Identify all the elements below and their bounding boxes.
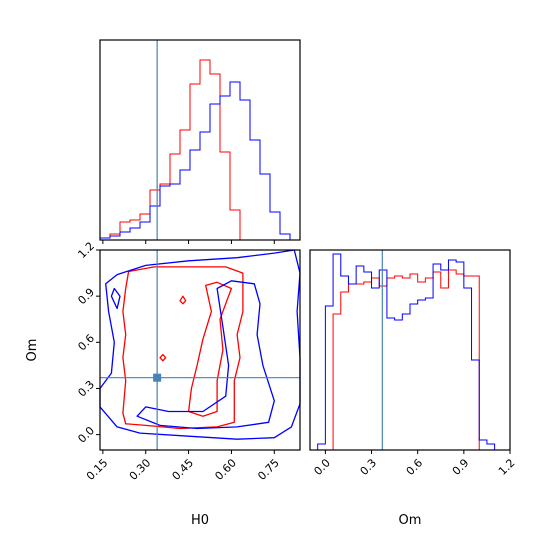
blue-contour-outer xyxy=(110,287,121,310)
x-tick-label: 0.9 xyxy=(450,456,472,478)
xlabel-om: Om xyxy=(399,513,422,528)
contour-frame xyxy=(99,249,301,451)
blue-histogram xyxy=(99,81,300,241)
y-tick-label: 1.2 xyxy=(75,239,97,261)
om-histogram-panel: 0.0 0.3 0.6 0.9 1.2 Om xyxy=(309,249,518,528)
om-histogram-frame xyxy=(309,249,511,451)
red-contour-inner xyxy=(159,353,167,362)
x-tick-label: 0.15 xyxy=(84,456,111,483)
red-contour-outer xyxy=(122,266,244,430)
y-tick-label: 0.6 xyxy=(75,332,97,354)
red-contour-inner xyxy=(187,281,233,417)
x-tick-label: 0.75 xyxy=(255,456,282,483)
truth-marker xyxy=(153,373,162,382)
x-tick-label: 0.3 xyxy=(358,456,380,478)
x-tick-label: 0.0 xyxy=(311,456,333,478)
h0-om-contour-panel: 0.15 0.30 0.45 0.60 0.75 0.0 0.3 0.6 0.9 1.2 Om H… xyxy=(25,239,301,528)
blue-contour-outer xyxy=(99,249,301,440)
h0-histogram-panel xyxy=(99,39,301,244)
y-tick-label: 0.9 xyxy=(75,286,97,308)
xlabel-h0: H0 xyxy=(191,513,209,528)
y-tick-label: 0.0 xyxy=(75,424,97,446)
blue-contour-inner xyxy=(136,280,275,430)
y-tick-label: 0.3 xyxy=(75,378,97,400)
red-contour-inner xyxy=(179,295,187,305)
h0-histogram-frame xyxy=(99,39,301,241)
x-tick-label: 0.45 xyxy=(170,456,197,483)
ylabel-om: Om xyxy=(25,339,40,362)
x-tick-label: 0.60 xyxy=(212,456,239,483)
x-tick-label: 0.30 xyxy=(127,456,154,483)
x-tick-label: 1.2 xyxy=(496,456,518,478)
x-tick-label: 0.6 xyxy=(404,456,426,478)
blue-histogram xyxy=(317,253,503,451)
